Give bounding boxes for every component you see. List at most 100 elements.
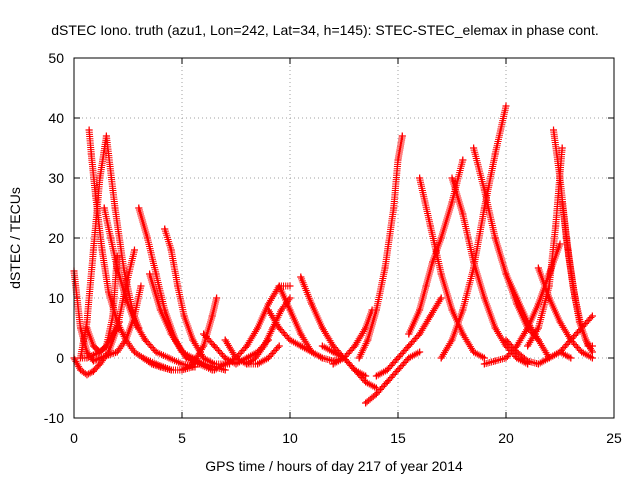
data-point — [89, 367, 97, 375]
data-point — [513, 354, 521, 362]
data-point — [120, 264, 128, 272]
data-point — [534, 324, 542, 332]
data-point — [130, 348, 138, 356]
series-arc35 — [534, 264, 596, 362]
data-point — [130, 246, 138, 254]
data-point — [558, 198, 566, 206]
series-arc22 — [355, 132, 406, 362]
data-point — [556, 174, 564, 182]
data-point — [178, 348, 186, 356]
data-point — [269, 324, 277, 332]
data-point — [83, 318, 91, 326]
series-arc23 — [362, 348, 424, 407]
series-arc12 — [139, 354, 197, 374]
data-point — [85, 126, 93, 134]
data-point — [405, 330, 413, 338]
data-point — [200, 342, 208, 350]
data-point — [297, 342, 305, 350]
data-point — [502, 354, 510, 362]
data-point — [524, 342, 532, 350]
data-point — [459, 330, 467, 338]
series-arc10 — [161, 225, 234, 368]
data-point — [167, 366, 175, 374]
data-point — [437, 270, 445, 278]
data-point — [146, 270, 154, 278]
data-point — [161, 225, 169, 233]
data-point — [137, 282, 145, 290]
data-point — [372, 306, 380, 314]
data-point — [286, 306, 294, 314]
data-point — [105, 288, 113, 296]
data-point — [221, 354, 229, 362]
data-point — [318, 324, 326, 332]
data-point — [329, 342, 337, 350]
data-point — [98, 246, 106, 254]
data-point — [426, 312, 434, 320]
data-point — [550, 126, 558, 134]
data-point — [556, 240, 564, 248]
data-point — [167, 330, 175, 338]
data-point — [394, 156, 402, 164]
data-point — [416, 174, 424, 182]
data-point — [83, 324, 91, 332]
data-point — [534, 360, 542, 368]
data-point — [588, 348, 596, 356]
data-point — [200, 330, 208, 338]
data-point — [364, 336, 372, 344]
y-tick-label: 0 — [56, 350, 64, 366]
data-point — [578, 348, 586, 356]
data-point — [513, 294, 521, 302]
y-tick-label: 50 — [48, 50, 64, 66]
data-point — [571, 294, 579, 302]
data-point — [89, 246, 97, 254]
x-tick-label: 20 — [498, 430, 514, 446]
data-point — [264, 306, 272, 314]
data-point — [565, 252, 573, 260]
data-marker-chain — [362, 348, 424, 407]
data-point — [92, 192, 100, 200]
data-point — [308, 300, 316, 308]
data-point — [416, 348, 424, 356]
data-point — [491, 150, 499, 158]
data-point — [275, 342, 283, 350]
x-axis-label: GPS time / hours of day 217 of year 2014 — [205, 458, 463, 474]
y-tick-label: 10 — [48, 290, 64, 306]
data-point — [416, 306, 424, 314]
data-point — [491, 324, 499, 332]
series-arc27 — [437, 102, 510, 362]
data-point — [351, 366, 359, 374]
data-point — [135, 204, 143, 212]
data-point — [221, 366, 229, 374]
data-point — [362, 399, 370, 407]
data-point — [398, 132, 406, 140]
data-point — [96, 360, 104, 368]
data-point — [297, 330, 305, 338]
data-point — [102, 132, 110, 140]
series-arc06 — [100, 204, 199, 371]
data-point — [491, 234, 499, 242]
data-point — [102, 342, 110, 350]
y-tick-label: -10 — [44, 410, 64, 426]
data-point — [156, 363, 164, 371]
data-point — [362, 378, 370, 386]
series-arc26 — [416, 174, 488, 362]
series-arc25 — [405, 156, 467, 338]
data-point — [152, 348, 160, 356]
data-point — [297, 273, 305, 281]
data-point — [76, 366, 84, 374]
data-point — [165, 354, 173, 362]
data-point — [556, 318, 564, 326]
data-point — [143, 234, 151, 242]
data-point — [480, 354, 488, 362]
y-tick-label: 30 — [48, 170, 64, 186]
data-point — [318, 354, 326, 362]
data-point — [200, 360, 208, 368]
data-point — [355, 354, 363, 362]
data-marker-chain — [437, 102, 510, 362]
data-point — [139, 354, 147, 362]
data-point — [189, 336, 197, 344]
data-point — [459, 156, 467, 164]
data-point — [210, 360, 218, 368]
data-point — [254, 324, 262, 332]
